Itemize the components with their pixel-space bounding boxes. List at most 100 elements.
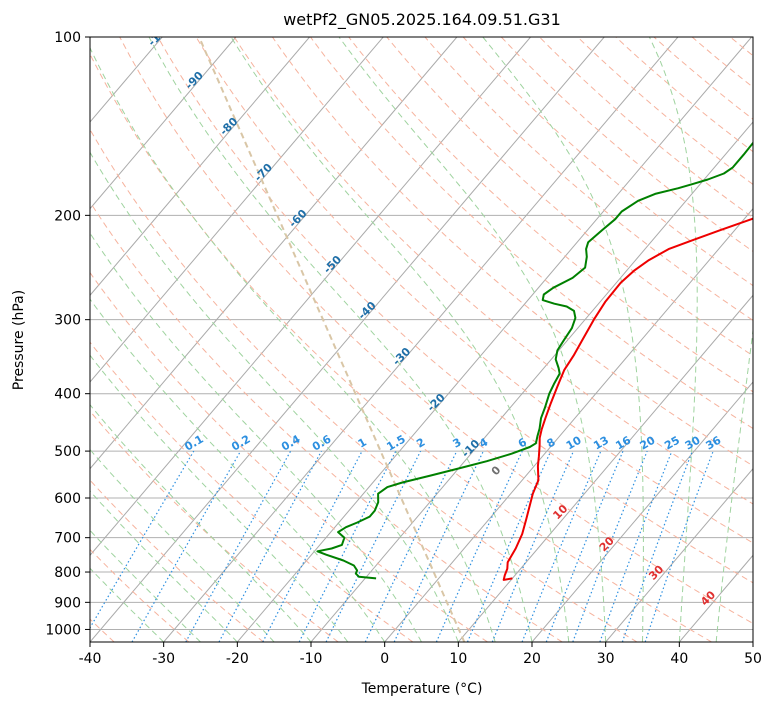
- mixing-ratio-label: 1: [356, 436, 369, 451]
- moist-adiabat: [148, 37, 533, 642]
- moist-adiabat: [338, 37, 607, 642]
- isotherm-line: [531, 381, 753, 642]
- dry-adiabat: [90, 128, 638, 642]
- isotherm-line: [752, 641, 753, 642]
- isotherm-temperature-label: 40: [698, 588, 718, 608]
- mixing-ratio-label: 10: [564, 433, 584, 452]
- dry-adiabat: [500, 37, 753, 252]
- moist-adiabat: [230, 37, 570, 642]
- dry-adiabat: [310, 37, 753, 430]
- dry-adiabat: [539, 37, 753, 219]
- isotherm-line: [90, 37, 237, 210]
- x-tick-label: -30: [152, 651, 175, 667]
- isotherm-temperature-label: 10: [550, 502, 570, 522]
- moist-adiabat: [90, 151, 459, 642]
- saturation-curve: [198, 37, 466, 642]
- isotherm-line: [163, 37, 679, 642]
- y-tick-label: 600: [54, 491, 81, 507]
- dry-adiabat: [195, 37, 753, 544]
- moist-adiabat: [90, 490, 238, 642]
- mixing-ratio-line: [435, 450, 523, 642]
- mixing-ratio-line: [298, 450, 397, 642]
- dry-adiabat: [386, 37, 753, 357]
- y-tick-label: 400: [54, 387, 81, 403]
- isotherm-line: [90, 37, 310, 297]
- mixing-ratio-line: [491, 450, 575, 642]
- isotherm-temperature-label: -20: [425, 391, 448, 414]
- isotherm-line: [90, 37, 531, 557]
- x-tick-label: 0: [380, 651, 389, 667]
- mixing-ratio-label: 2: [414, 436, 427, 451]
- moist-adiabat: [482, 37, 644, 642]
- dry-adiabat: [424, 37, 753, 321]
- plot-frame: [89, 36, 754, 643]
- mixing-ratio-line: [393, 450, 484, 642]
- y-tick-label: 900: [54, 595, 81, 611]
- mixing-ratio-label: 16: [613, 433, 633, 452]
- dry-adiabat: [233, 37, 753, 505]
- moist-adiabat: [90, 354, 349, 642]
- mixing-ratio-label: 1.5: [384, 433, 407, 454]
- dry-adiabat: [90, 201, 563, 642]
- x-axis-label: Temperature (°C): [361, 681, 483, 697]
- moist-adiabat: [90, 298, 386, 642]
- y-tick-label: 700: [54, 531, 81, 547]
- isotherm-line: [310, 121, 753, 642]
- mixing-ratio-label: 0.2: [229, 433, 252, 454]
- mixing-ratio-line: [621, 450, 693, 642]
- axis-ticks: -40 -30 -20 -10 0 10 20 30 40 5010020030040050060…: [45, 30, 762, 667]
- mixing-ratio-line: [90, 450, 195, 629]
- y-tick-label: 800: [54, 565, 81, 581]
- x-tick-label: -10: [300, 651, 323, 667]
- x-tick-label: 10: [449, 651, 467, 667]
- dry-adiabat: [691, 37, 753, 88]
- mixing-ratio-line: [218, 450, 323, 642]
- dry-adiabat: [271, 37, 753, 467]
- moist-adiabat: [90, 46, 496, 642]
- x-tick-label: -20: [226, 651, 249, 667]
- mixing-ratio-label: 0.4: [279, 432, 303, 453]
- mixing-ratio-label: 0.1: [182, 433, 205, 454]
- chart-title: wetPf2_GN05.2025.164.09.51.G31: [283, 10, 561, 30]
- mixing-ratio-line: [325, 450, 422, 642]
- isotherm-temperature-label: 0: [489, 463, 504, 478]
- dry-adiabat: [90, 341, 414, 642]
- isotherm-temperature-label: -30: [390, 345, 413, 368]
- y-tick-label: 100: [54, 30, 81, 46]
- isotherm-line: [90, 37, 605, 642]
- temperature-profile-line: [502, 217, 753, 581]
- isotherm-line: [90, 37, 384, 383]
- moist-adiabat: [648, 37, 698, 642]
- dewpoint-series: [316, 141, 753, 580]
- dry-adiabat: [615, 37, 753, 153]
- dry-adiabat: [90, 479, 264, 642]
- moist-adiabat: [90, 529, 201, 642]
- mixing-ratio-label: 13: [591, 434, 611, 453]
- mixing-ratio-line: [185, 450, 292, 642]
- y-tick-label: 1000: [45, 622, 81, 638]
- mixing-ratio-label: 8: [544, 436, 557, 451]
- temperature-series: [502, 217, 753, 581]
- moist-adiabat: [90, 232, 422, 642]
- x-tick-label: 30: [597, 651, 615, 667]
- mixing-ratio-line: [364, 450, 458, 642]
- mixing-ratio-label: 30: [683, 433, 703, 452]
- dry-adiabat: [348, 37, 753, 393]
- isotherm-temperature-label: -60: [286, 207, 309, 230]
- mixing-ratio-line: [262, 450, 363, 642]
- isotherm-line: [384, 207, 753, 642]
- x-tick-label: -40: [79, 651, 102, 667]
- moist-adiabat: [715, 326, 753, 642]
- mixing-ratio-line: [644, 450, 714, 642]
- dry-adiabat: [768, 37, 775, 642]
- x-tick-label: 40: [670, 651, 688, 667]
- plot-area: 0.1 0.2 0.4 0.6 1 1.5 2 3 4 6 8 10 13 16 20 25 30 36-100-…: [90, 20, 775, 642]
- dry-adiabat: [90, 53, 712, 642]
- dry-adiabat: [653, 37, 753, 120]
- dewpoint-profile-line: [316, 141, 753, 580]
- isotherm-line: [678, 554, 753, 642]
- isotherm-temperature-label: -100: [145, 20, 174, 49]
- y-tick-label: 300: [54, 313, 81, 329]
- dry-adiabat: [119, 37, 753, 625]
